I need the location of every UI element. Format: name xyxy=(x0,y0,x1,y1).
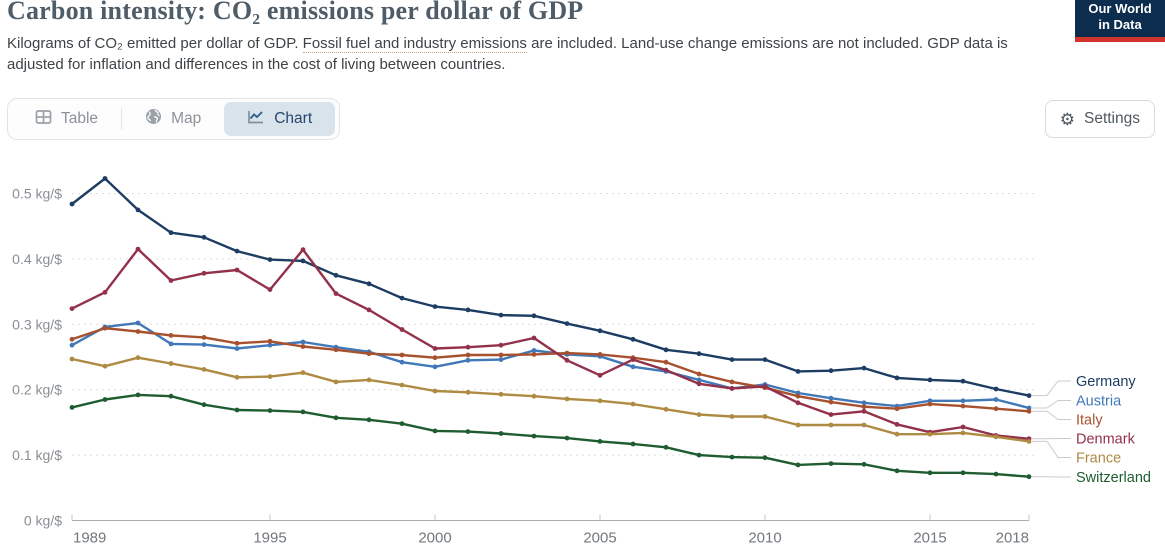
y-axis-tick-label: 0.2 kg/$ xyxy=(12,382,62,398)
y-axis-tick-label: 0 kg/$ xyxy=(24,513,62,529)
legend-connector xyxy=(1032,380,1071,397)
x-axis-tick-label: 2015 xyxy=(913,530,946,547)
legend-label-switzerland[interactable]: Switzerland xyxy=(1076,470,1151,486)
y-axis-tick-label: 0.5 kg/$ xyxy=(12,186,62,202)
globe-icon xyxy=(145,108,162,130)
subtitle-text-after: are included. Land-use change emissions … xyxy=(7,34,1008,74)
tab-table[interactable]: Table xyxy=(12,102,121,136)
owid-logo[interactable]: Our World in Data xyxy=(1075,0,1165,42)
subtitle-text: Kilograms of CO₂ emitted per dollar of G… xyxy=(7,34,303,52)
legend-label-denmark[interactable]: Denmark xyxy=(1076,432,1136,448)
legend-connector xyxy=(1032,440,1071,458)
view-tab-bar: Table Map Chart xyxy=(7,98,341,141)
x-axis-tick-label: 2005 xyxy=(583,530,616,547)
tab-label: Table xyxy=(61,110,99,128)
x-axis-tick-label: 2010 xyxy=(748,530,781,547)
tab-label: Map xyxy=(171,110,202,128)
x-axis-tick-label: 1995 xyxy=(253,530,286,547)
series-line-germany[interactable] xyxy=(71,177,1030,397)
page-title: Carbon intensity: CO₂ emissions per doll… xyxy=(7,0,584,25)
chart-header: Carbon intensity: CO₂ emissions per doll… xyxy=(0,0,1165,76)
legend-connector xyxy=(1032,400,1071,409)
y-axis-tick-label: 0.4 kg/$ xyxy=(12,251,62,267)
legend-label-austria[interactable]: Austria xyxy=(1076,394,1122,410)
table-grid-icon xyxy=(35,109,52,130)
legend-label-italy[interactable]: Italy xyxy=(1076,413,1103,429)
line-chart-icon xyxy=(247,109,265,130)
chart-subtitle: Kilograms of CO₂ emitted per dollar of G… xyxy=(7,33,1019,77)
controls-row: Table Map Chart ⚙ Settings xyxy=(0,98,1165,141)
x-axis-tick-label: 2000 xyxy=(418,530,451,547)
y-axis-tick-label: 0.1 kg/$ xyxy=(12,447,62,463)
series-line-austria[interactable] xyxy=(71,321,1030,410)
gear-icon: ⚙ xyxy=(1059,109,1075,129)
legend-label-france[interactable]: France xyxy=(1076,451,1121,467)
legend-connector xyxy=(1032,410,1071,420)
settings-button[interactable]: ⚙ Settings xyxy=(1044,100,1155,139)
x-axis-tick-label: 2018 xyxy=(996,530,1029,547)
logo-line-1: Our World xyxy=(1088,1,1152,16)
series-line-france[interactable] xyxy=(71,356,1030,443)
legend-label-germany[interactable]: Germany xyxy=(1076,374,1136,390)
tab-separator xyxy=(121,108,123,131)
tab-label: Chart xyxy=(274,110,313,128)
series-line-denmark[interactable] xyxy=(71,247,1030,440)
subtitle-link[interactable]: Fossil fuel and industry emissions xyxy=(302,34,527,53)
tab-map[interactable]: Map xyxy=(122,102,224,136)
settings-label: Settings xyxy=(1083,110,1140,128)
series-line-italy[interactable] xyxy=(71,327,1030,413)
logo-line-2: in Data xyxy=(1098,17,1142,33)
tab-chart[interactable]: Chart xyxy=(224,102,336,137)
x-axis-tick-label: 1989 xyxy=(73,530,106,547)
y-axis-tick-label: 0.3 kg/$ xyxy=(12,316,62,332)
series-line-switzerland[interactable] xyxy=(71,393,1030,478)
